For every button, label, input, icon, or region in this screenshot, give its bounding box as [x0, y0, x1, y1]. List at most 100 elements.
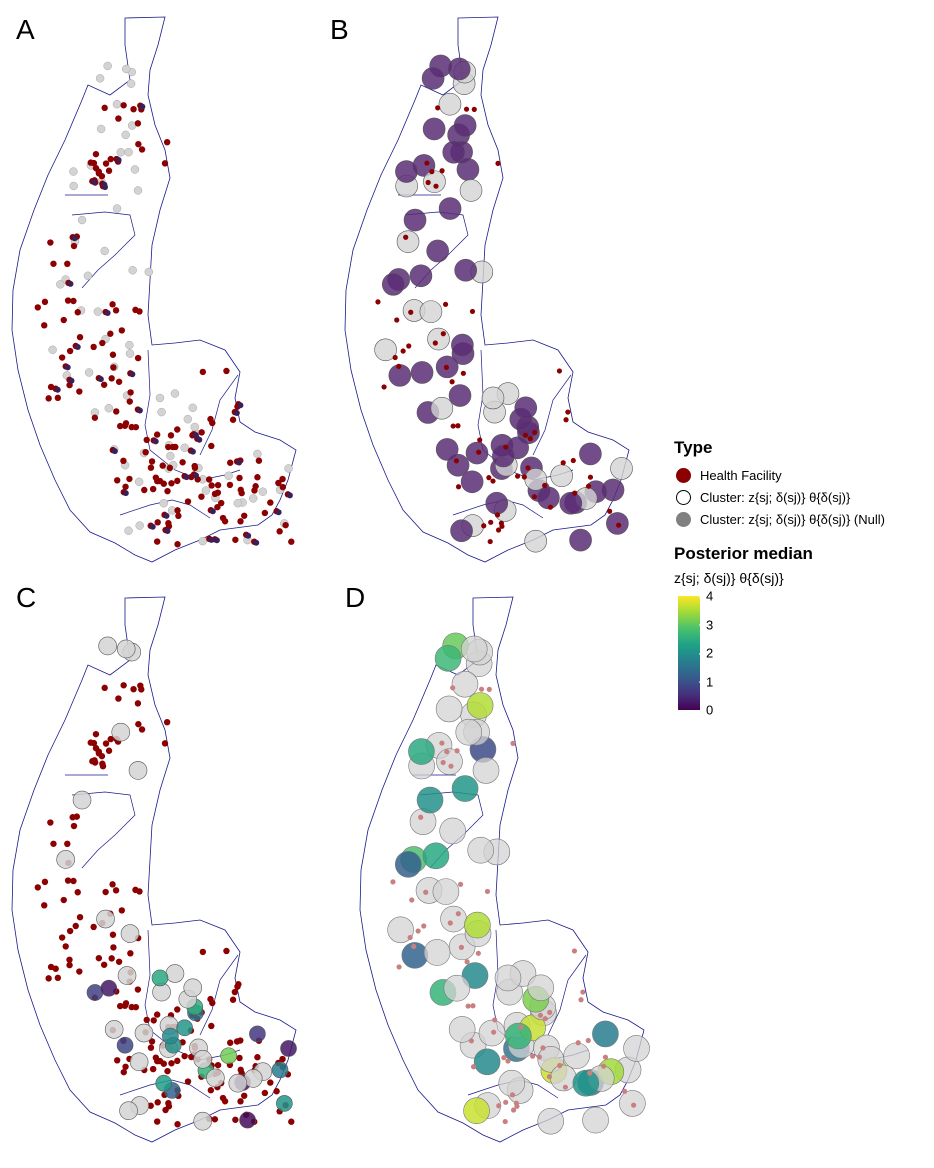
cluster-point [245, 532, 252, 539]
facility-point [164, 487, 171, 495]
facility-point [439, 740, 445, 746]
panel-label-b: B [330, 14, 349, 45]
facility-point [147, 464, 155, 471]
facility-point [279, 1055, 286, 1063]
cluster-circle [466, 692, 494, 719]
cluster-circle [116, 1036, 134, 1054]
facility-point [70, 242, 78, 250]
cluster-point [124, 526, 133, 535]
facility-point [45, 395, 52, 402]
cluster-circle [623, 1035, 650, 1062]
facility-point [118, 907, 126, 914]
cluster-circle [451, 775, 479, 802]
facility-point [122, 483, 129, 490]
cluster-circle [56, 850, 75, 869]
legend-item-cluster-null: Cluster: z{sj; δ(sj)} θ{δ(sj)} (Null) [672, 508, 934, 530]
facility-point [403, 234, 409, 240]
facility-point [132, 886, 139, 894]
facility-point [231, 988, 239, 996]
facility-point [400, 348, 406, 354]
facility-point [154, 519, 161, 526]
facility-point [47, 819, 54, 826]
facility-point [450, 685, 456, 691]
cluster-point [69, 167, 78, 176]
cluster-circle [206, 1068, 225, 1088]
facility-point [495, 527, 502, 533]
facility-point [174, 1006, 181, 1013]
cluster-point [135, 521, 144, 530]
facility-point [585, 1037, 591, 1044]
cluster-circle [440, 905, 467, 933]
facility-point [209, 999, 216, 1007]
cluster-point [201, 486, 211, 495]
facility-point [102, 160, 110, 167]
cluster-circle [374, 338, 397, 362]
cluster-circle [128, 761, 148, 780]
facility-point [109, 351, 117, 358]
facility-point [236, 1054, 243, 1062]
cluster-point [159, 499, 168, 508]
facility-point [562, 1084, 569, 1090]
map-panel-b [344, 16, 633, 563]
district-boundary [199, 374, 239, 456]
facility-point [163, 718, 171, 726]
facility-point [502, 1118, 508, 1125]
cluster-circle [505, 1022, 532, 1050]
facility-point [134, 354, 142, 362]
facility-point [112, 887, 120, 894]
facility-point [174, 541, 181, 548]
cluster-circle [119, 1101, 138, 1121]
facility-point [214, 489, 222, 496]
facility-point [557, 1062, 563, 1069]
facility-point [148, 458, 156, 465]
district-boundary [199, 954, 239, 1036]
facility-point [227, 1039, 234, 1046]
facility-point [537, 1012, 544, 1018]
facility-point [122, 1000, 130, 1007]
facility-point [540, 1045, 546, 1051]
facility-point [74, 889, 81, 896]
facility-point [455, 423, 461, 429]
facility-point [165, 443, 172, 451]
cluster-point [258, 487, 268, 496]
cluster-point [233, 410, 240, 417]
facility-point [138, 726, 146, 733]
cluster-point [196, 436, 203, 443]
facility-point [514, 473, 521, 479]
facility-point [175, 512, 182, 520]
cluster-circle [436, 748, 463, 775]
facility-point [135, 720, 142, 728]
region-boundary [11, 16, 297, 563]
facility-point [279, 483, 287, 491]
facility-point [115, 958, 123, 965]
facility-point [440, 759, 446, 766]
facility-point [491, 1029, 497, 1035]
cluster-circle [467, 836, 494, 864]
legend: Type Health Facility Cluster: z{sj; δ(sj… [672, 438, 934, 720]
cluster-circle [498, 1069, 526, 1097]
facility-point [54, 394, 62, 402]
facility-point [147, 1044, 155, 1051]
facility-point [536, 1054, 542, 1060]
cluster-point [166, 451, 175, 461]
cluster-circle [381, 273, 405, 296]
facility-point [70, 822, 78, 830]
facility-point [214, 1061, 222, 1069]
cluster-point [115, 157, 122, 164]
facility-point [130, 105, 137, 113]
facility-point [381, 384, 387, 390]
facility-point [510, 1107, 517, 1113]
cluster-circle [228, 1073, 248, 1093]
cluster-circle [492, 444, 515, 468]
facility-point [232, 536, 239, 543]
facility-point [580, 989, 586, 995]
cluster-circle [579, 442, 602, 466]
cluster-circle [453, 114, 477, 137]
facility-point [468, 1038, 475, 1044]
facility-point [70, 877, 77, 885]
facility-point [90, 923, 97, 931]
facility-point [444, 749, 450, 755]
cluster-point [253, 449, 262, 459]
facility-point [34, 304, 42, 311]
facility-point [168, 1060, 175, 1067]
